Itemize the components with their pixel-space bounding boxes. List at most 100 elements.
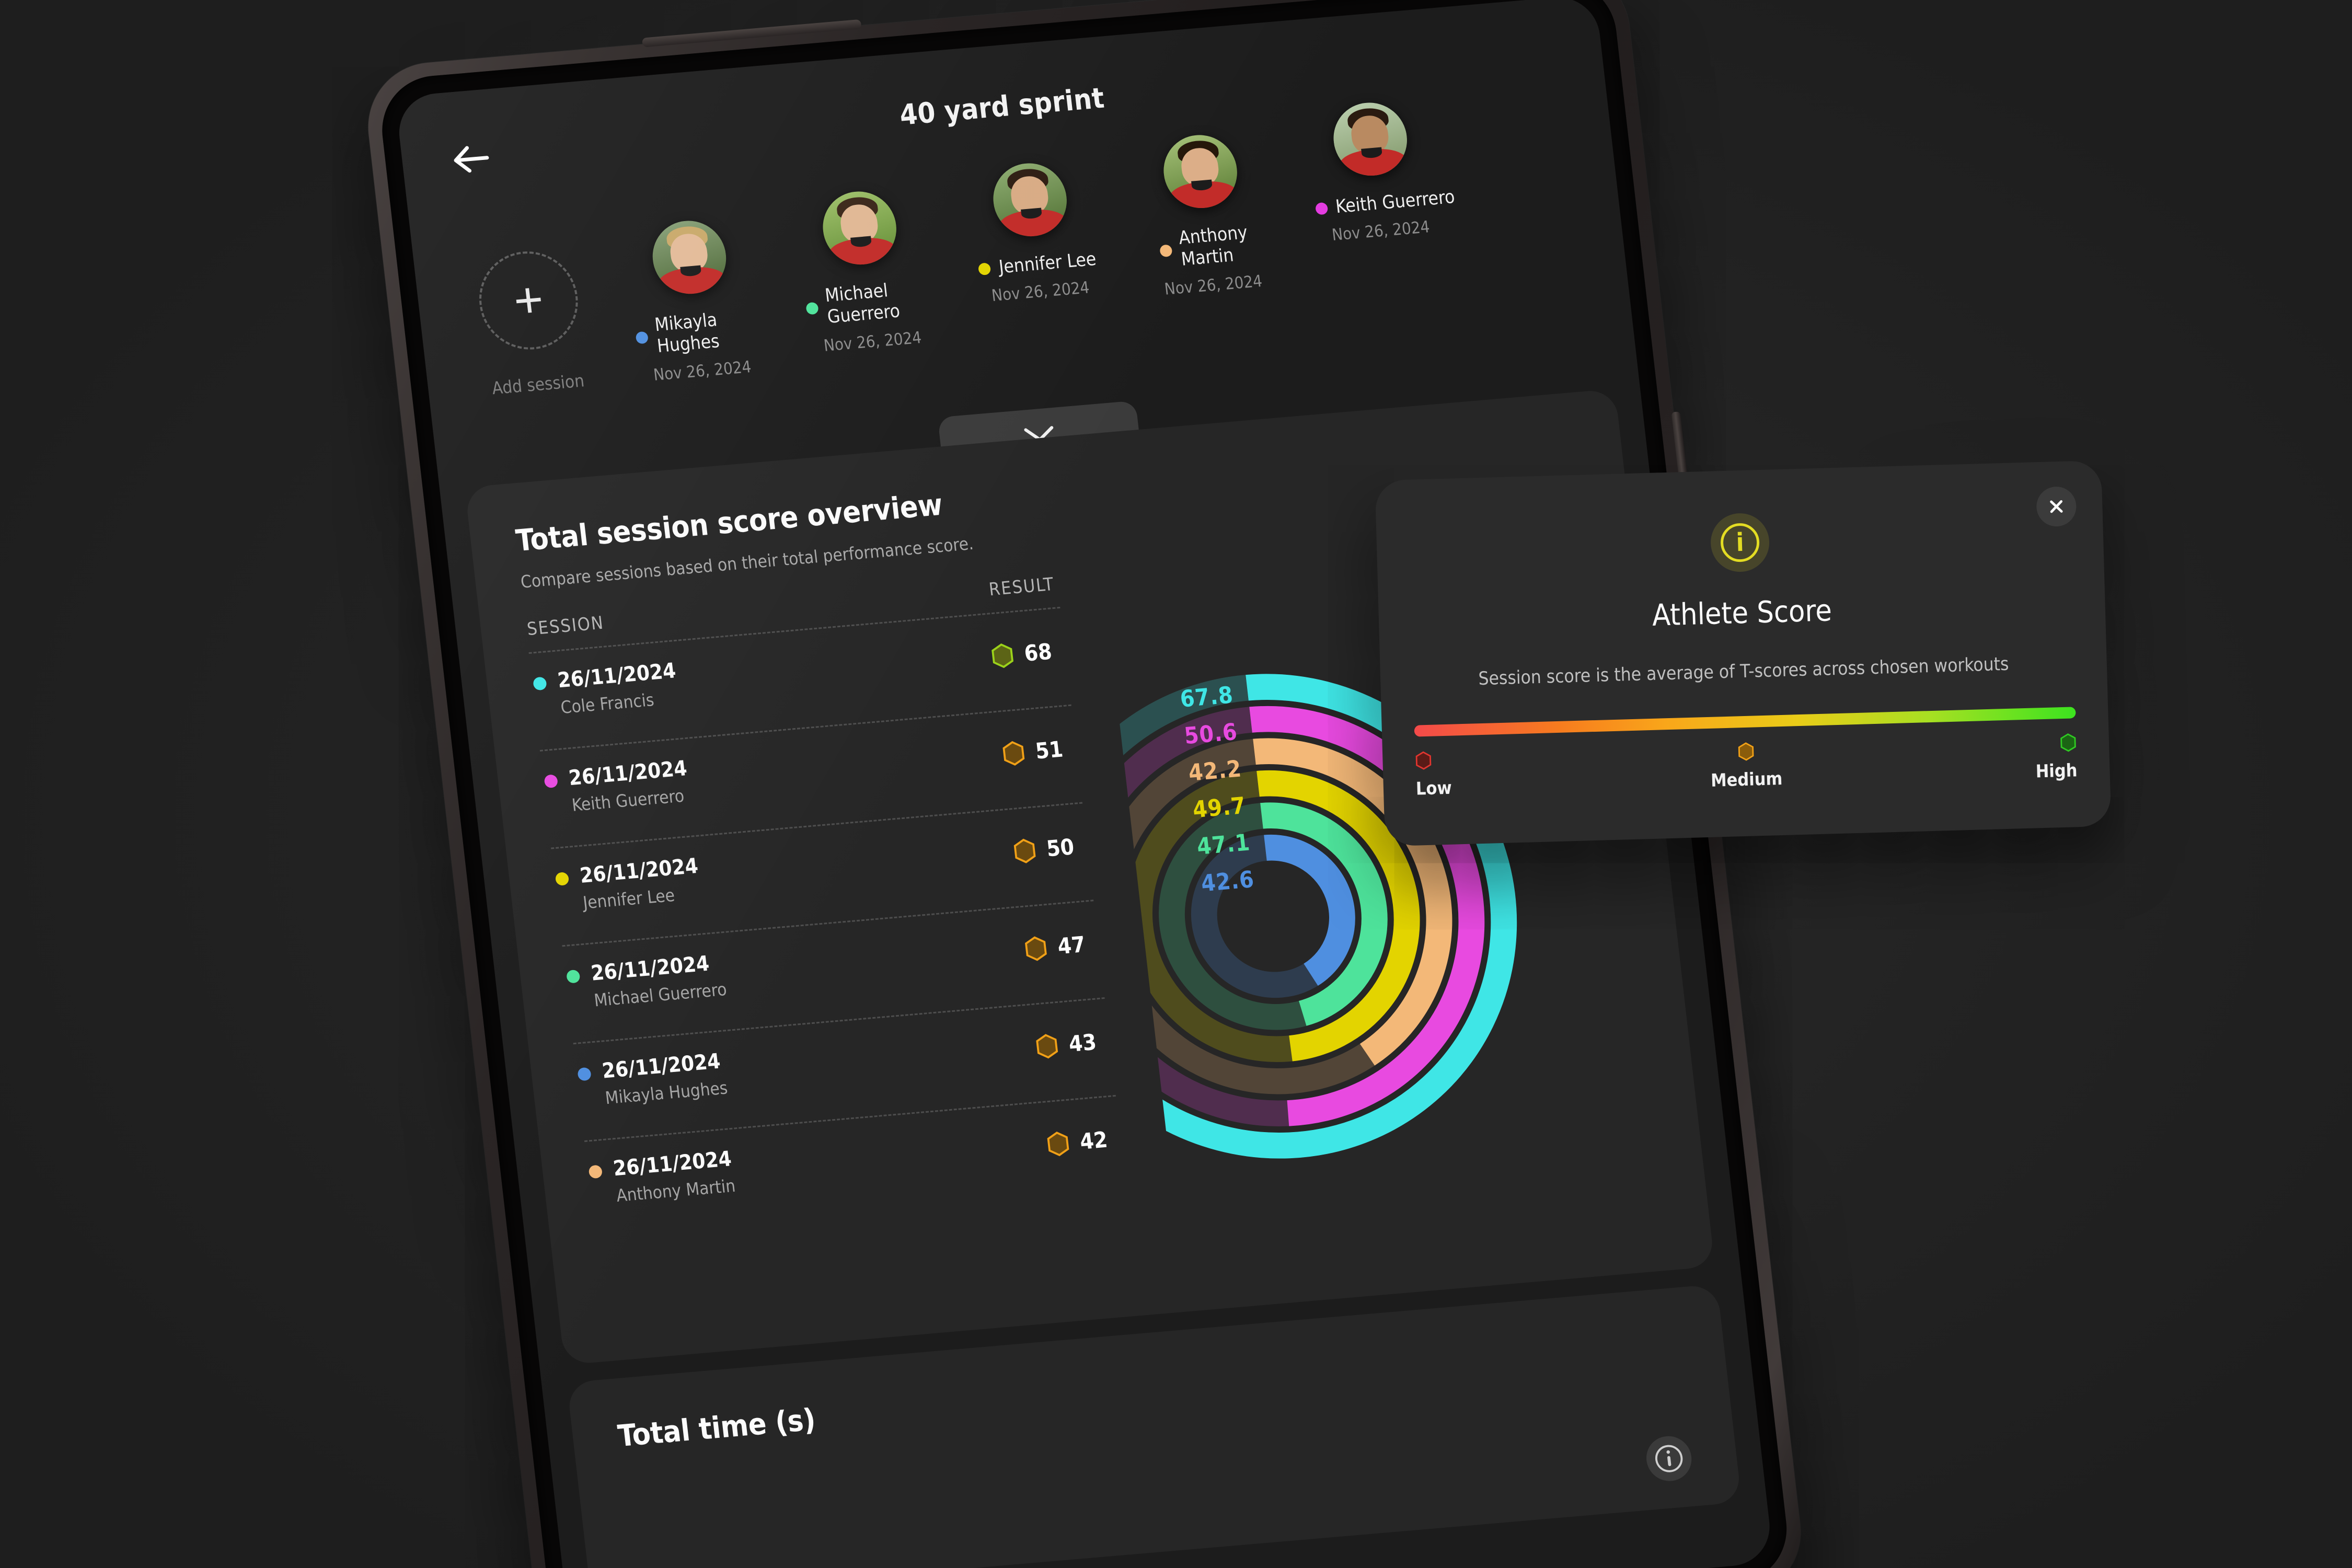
row-result: 68 <box>989 638 1063 669</box>
athlete-date: Nov 26, 2024 <box>822 328 923 355</box>
radial-bar-segment <box>1260 802 1388 1026</box>
session-athlete[interactable]: Anthony Martin Nov 26, 2024 <box>1110 128 1300 302</box>
athlete-date: Nov 26, 2024 <box>990 278 1091 306</box>
row-result: 47 <box>1023 930 1097 962</box>
session-person: Mikayla Hughes <box>604 1077 729 1109</box>
session-score: 68 <box>1023 638 1054 666</box>
session-color-dot <box>566 969 581 984</box>
hexagon-icon <box>1415 751 1432 770</box>
back-icon[interactable] <box>451 141 493 177</box>
session-score: 51 <box>1034 736 1065 764</box>
add-session-circle[interactable]: + <box>474 247 583 354</box>
session-score-table: SESSION RESULT 26/11/2024 Cole Francis 68 2… <box>525 573 1125 1226</box>
athlete-meta: Mikayla Hughes <box>633 306 763 359</box>
avatar <box>989 160 1071 239</box>
table-row[interactable]: 26/11/2024 Keith Guerrero 51 <box>540 706 1081 835</box>
session-score: 43 <box>1067 1029 1098 1057</box>
radial-label: 50.6 <box>1183 718 1239 750</box>
radial-label: 49.7 <box>1191 792 1248 824</box>
modal-description: Session score is the average of T-scores… <box>1478 653 2009 690</box>
table-row[interactable]: 26/11/2024 Mikayla Hughes 43 <box>573 999 1114 1128</box>
scale-mark-label: High <box>2035 760 2078 782</box>
plus-icon: + <box>511 271 547 330</box>
row-result: 50 <box>1012 833 1086 864</box>
session-person: Jennifer Lee <box>582 884 676 913</box>
session-color-dot <box>544 774 559 789</box>
athlete-color-dot <box>1315 202 1328 215</box>
athlete-meta: Keith Guerrero <box>1314 186 1456 220</box>
score-badge-icon <box>1036 1033 1058 1058</box>
score-badge-icon <box>1013 838 1036 863</box>
session-athlete[interactable]: Mikayla Hughes Nov 26, 2024 <box>599 214 790 388</box>
score-badge-icon <box>991 643 1013 668</box>
session-date: 26/11/2024 <box>601 1049 722 1083</box>
app-header: 40 yard sprint <box>399 32 1607 198</box>
session-color-dot <box>555 872 570 886</box>
session-date: 26/11/2024 <box>578 854 700 888</box>
row-session: 26/11/2024 Keith Guerrero <box>543 756 691 817</box>
table-body: 26/11/2024 Cole Francis 68 26/11/2024 Keith … <box>528 606 1126 1226</box>
session-athlete[interactable]: Michael Guerrero Nov 26, 2024 <box>769 185 960 359</box>
scale-mark-medium: Medium <box>1710 741 1783 791</box>
row-session: 26/11/2024 Jennifer Lee <box>554 854 702 915</box>
score-scale-bar <box>1414 707 2076 737</box>
athlete-color-dot <box>978 262 991 276</box>
row-result: 43 <box>1034 1028 1108 1059</box>
scale-mark-label: Low <box>1415 777 1452 800</box>
session-person: Cole Francis <box>559 689 655 718</box>
table-row[interactable]: 26/11/2024 Cole Francis 68 <box>529 608 1070 737</box>
athlete-color-dot <box>1159 244 1173 258</box>
row-session: 26/11/2024 Michael Guerrero <box>566 951 728 1012</box>
athlete-meta: Anthony Martin <box>1157 221 1261 272</box>
session-score: 50 <box>1045 834 1076 862</box>
add-session-label: Add session <box>491 370 585 399</box>
row-session: 26/11/2024 Cole Francis <box>532 659 680 720</box>
table-row[interactable]: 26/11/2024 Michael Guerrero 47 <box>562 901 1103 1030</box>
athlete-score-modal: i Athlete Score Session score is the ave… <box>1375 460 2112 847</box>
score-badge-icon <box>1002 741 1025 766</box>
athlete-date: Nov 26, 2024 <box>1331 217 1431 245</box>
session-date: 26/11/2024 <box>590 951 711 986</box>
athlete-name: Keith Guerrero <box>1334 186 1456 218</box>
column-header-result: RESULT <box>987 573 1056 601</box>
session-person: Keith Guerrero <box>570 785 685 815</box>
session-color-dot <box>577 1067 592 1081</box>
score-badge-icon <box>1024 936 1047 961</box>
athlete-meta: Jennifer Lee <box>977 249 1097 280</box>
athlete-date: Nov 26, 2024 <box>1163 271 1263 299</box>
session-date: 26/11/2024 <box>556 659 677 693</box>
session-date: 26/11/2024 <box>612 1147 733 1181</box>
table-row[interactable]: 26/11/2024 Jennifer Lee 50 <box>551 803 1092 932</box>
session-athlete[interactable]: Keith Guerrero Nov 26, 2024 <box>1280 96 1468 248</box>
athlete-name: Mikayla Hughes <box>653 309 721 358</box>
table-row[interactable]: 26/11/2024 Anthony Martin 42 <box>584 1097 1125 1226</box>
score-scale-marks: Low Medium High <box>1415 733 2078 814</box>
session-color-dot <box>588 1165 603 1179</box>
add-session-button[interactable]: + Add session <box>441 211 618 401</box>
athlete-color-dot <box>635 331 649 344</box>
athlete-name: Jennifer Lee <box>997 248 1098 278</box>
column-header-session: SESSION <box>526 612 605 640</box>
info-icon: i <box>1710 512 1770 573</box>
session-athlete[interactable]: Jennifer Lee Nov 26, 2024 <box>940 156 1127 309</box>
athlete-name: Michael Guerrero <box>824 280 902 328</box>
session-score: 42 <box>1078 1126 1109 1155</box>
session-color-dot <box>533 676 547 691</box>
scale-mark-label: Medium <box>1710 768 1783 791</box>
total-time-card: Total time (s) <box>567 1284 1742 1568</box>
scale-mark-high: High <box>2035 733 2078 782</box>
athlete-date: Nov 26, 2024 <box>652 357 753 385</box>
close-icon[interactable] <box>2036 486 2077 527</box>
row-result: 51 <box>1001 735 1075 767</box>
hexagon-icon <box>1738 742 1754 761</box>
avatar <box>649 217 730 297</box>
athlete-meta: Michael Guerrero <box>803 276 933 330</box>
radial-bar-segment <box>1256 770 1420 1062</box>
hexagon-icon <box>2060 733 2076 752</box>
avatar <box>818 188 901 268</box>
row-session: 26/11/2024 Anthony Martin <box>587 1147 736 1208</box>
card-title: Total time (s) <box>616 1402 817 1454</box>
avatar <box>1159 132 1241 211</box>
info-icon[interactable] <box>1644 1434 1694 1483</box>
